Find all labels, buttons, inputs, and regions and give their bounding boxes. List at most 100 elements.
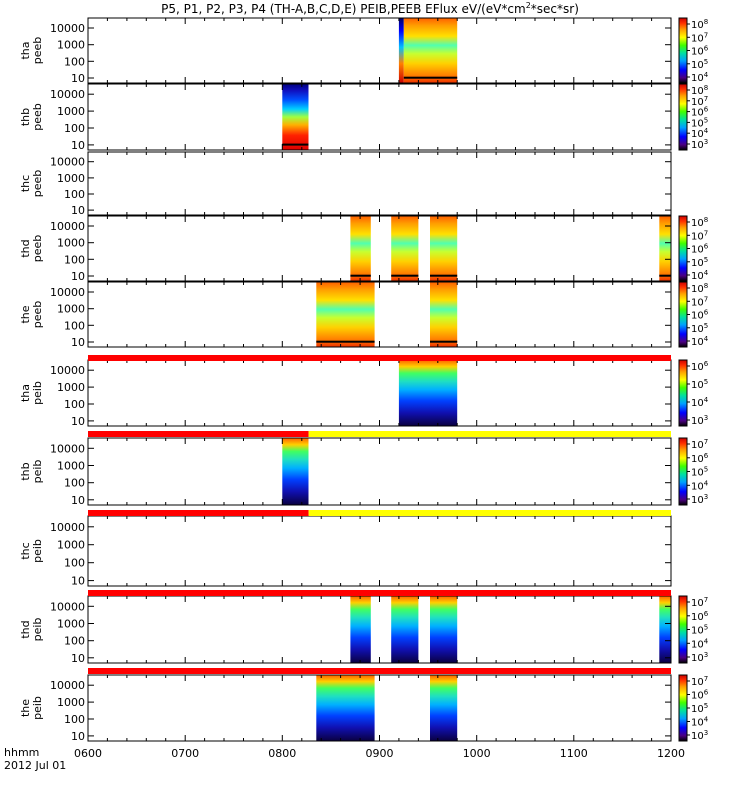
colorbar-tick-label: 108 <box>691 84 708 97</box>
colorbar-tick-label: 106 <box>691 360 709 373</box>
colorbar-tick-label: 104 <box>691 269 709 282</box>
spectrogram-segment <box>398 18 404 83</box>
y-tick-label: 1000 <box>57 172 85 185</box>
x-axis-label: hhmm <box>4 746 39 759</box>
panel-frame <box>87 359 672 427</box>
colorbar <box>678 674 688 742</box>
spectrogram-segment <box>282 84 309 150</box>
y-tick-label: 100 <box>64 635 85 648</box>
mode-bar-segment <box>88 590 671 596</box>
spectrogram-segment <box>398 360 458 426</box>
colorbar-tick-label: 106 <box>691 106 709 119</box>
panel-frame <box>87 437 672 506</box>
y-tick-label: 10000 <box>50 442 85 455</box>
y-tick-label: 1000 <box>57 237 85 250</box>
panel-frame <box>87 281 672 348</box>
y-tick-label: 1000 <box>57 460 85 473</box>
panel-probe-label: thc <box>19 542 32 559</box>
colorbar-tick-label: 103 <box>691 651 708 664</box>
colorbar-tick-label: 105 <box>691 322 708 335</box>
panel-frame <box>87 215 672 282</box>
y-tick-label: 10000 <box>50 521 85 534</box>
y-tick-label: 10 <box>71 415 85 428</box>
low-energy-trace <box>350 274 371 277</box>
spectrogram-segment <box>316 675 375 741</box>
panel-product-label: peeb <box>31 170 44 198</box>
low-energy-trace <box>430 340 458 343</box>
spectrogram-segment <box>391 596 419 663</box>
y-tick-label: 1000 <box>57 618 85 631</box>
colorbar-tick-label: 107 <box>691 31 708 44</box>
mode-bar-segment <box>88 510 309 516</box>
y-tick-label: 10000 <box>50 22 85 35</box>
y-tick-label: 10 <box>71 652 85 665</box>
colorbar-tick-label: 103 <box>691 493 708 506</box>
panel-product-label: peib <box>31 539 44 563</box>
x-tick-label: 1200 <box>657 747 685 760</box>
title-tail: *sec*sr) <box>531 2 579 16</box>
y-tick-label: 100 <box>64 188 85 201</box>
colorbar-tick-label: 107 <box>691 95 708 108</box>
spectrogram-segment <box>430 216 458 281</box>
panel-probe-label: thd <box>19 620 32 638</box>
panel-probe-label: tha <box>19 384 32 402</box>
y-tick-label: 10 <box>71 494 85 507</box>
colorbar-tick-label: 104 <box>691 479 709 492</box>
colorbar-tick-label: 106 <box>691 452 709 465</box>
y-tick-label: 10000 <box>50 156 85 169</box>
spectrogram-segment <box>403 18 458 83</box>
y-tick-label: 100 <box>64 253 85 266</box>
x-tick-label: 0600 <box>74 747 102 760</box>
spectrogram-segment <box>659 216 671 281</box>
low-energy-trace <box>430 274 458 277</box>
y-tick-label: 100 <box>64 319 85 332</box>
colorbar <box>678 17 688 84</box>
panel-thc-peib: 10 100 1000 10000 thc peib <box>19 515 672 588</box>
colorbar-tick-label: 106 <box>691 45 709 58</box>
mode-bar-segment <box>88 668 671 674</box>
colorbar-tick-label: 103 <box>691 414 708 427</box>
spectrogram-segment <box>350 596 371 663</box>
panel-frame <box>87 674 672 742</box>
colorbar-tick-label: 105 <box>691 116 708 129</box>
panel-product-label: peib <box>31 696 44 720</box>
y-tick-label: 10 <box>71 270 85 283</box>
y-tick-label: 100 <box>64 557 85 570</box>
colorbar-tick-label: 108 <box>691 216 708 229</box>
panel-probe-label: thb <box>19 108 32 126</box>
colorbar <box>678 437 688 506</box>
x-tick-label: 0700 <box>171 747 199 760</box>
y-tick-label: 1000 <box>57 539 85 552</box>
colorbar <box>678 359 688 427</box>
x-tick-label: 0900 <box>366 747 394 760</box>
y-tick-label: 10000 <box>50 679 85 692</box>
y-tick-label: 100 <box>64 398 85 411</box>
low-energy-trace <box>403 76 458 79</box>
colorbar-tick-label: 103 <box>691 138 708 151</box>
colorbar <box>678 281 688 348</box>
spectrogram-segment <box>430 282 458 347</box>
panel-product-label: peeb <box>31 103 44 131</box>
y-tick-label: 10000 <box>50 88 85 101</box>
panel-probe-label: thc <box>19 175 32 192</box>
y-tick-label: 10000 <box>50 220 85 233</box>
y-tick-label: 10 <box>71 72 85 85</box>
title-sup: 2 <box>526 1 531 10</box>
spectrogram-segment <box>391 216 419 281</box>
panel-thc-peeb: 10 100 1000 10000 thc peeb <box>19 151 672 217</box>
panel-product-label: peeb <box>31 37 44 65</box>
spectrogram-segment <box>430 596 458 663</box>
x-tick-label: 0800 <box>268 747 296 760</box>
colorbar-tick-label: 108 <box>691 18 708 31</box>
colorbar-tick-label: 106 <box>691 610 709 623</box>
panel-product-label: peib <box>31 381 44 405</box>
colorbar-tick-label: 105 <box>691 378 708 391</box>
spectrogram-segment <box>316 282 375 347</box>
